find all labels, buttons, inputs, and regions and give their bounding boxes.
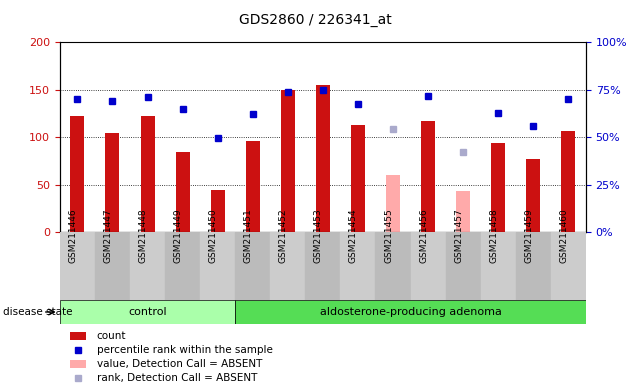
Bar	[71, 360, 86, 368]
Bar	[551, 232, 586, 300]
Text: GSM211457: GSM211457	[454, 208, 463, 263]
Text: GSM211455: GSM211455	[384, 208, 393, 263]
Bar	[210, 190, 225, 232]
Bar	[105, 132, 120, 232]
Text: GSM211448: GSM211448	[139, 209, 147, 263]
Bar	[140, 116, 154, 232]
Text: GSM211453: GSM211453	[314, 208, 323, 263]
Bar	[165, 232, 200, 300]
Bar	[351, 125, 365, 232]
Text: aldosterone-producing adenoma: aldosterone-producing adenoma	[319, 307, 501, 317]
Bar	[316, 85, 330, 232]
Text: GSM211454: GSM211454	[349, 209, 358, 263]
Bar	[235, 300, 586, 324]
Bar	[200, 232, 235, 300]
Text: disease state: disease state	[3, 307, 72, 317]
Text: GSM211459: GSM211459	[524, 208, 533, 263]
Text: percentile rank within the sample: percentile rank within the sample	[96, 345, 273, 355]
Bar	[60, 300, 235, 324]
Bar	[375, 232, 411, 300]
Bar	[526, 159, 541, 232]
Text: GSM211449: GSM211449	[174, 209, 183, 263]
Bar	[491, 143, 505, 232]
Bar	[71, 332, 86, 340]
Text: GSM211456: GSM211456	[419, 208, 428, 263]
Text: GSM211450: GSM211450	[209, 208, 217, 263]
Text: GSM211451: GSM211451	[244, 208, 253, 263]
Text: value, Detection Call = ABSENT: value, Detection Call = ABSENT	[96, 359, 262, 369]
Bar	[445, 232, 481, 300]
Text: GSM211452: GSM211452	[279, 209, 288, 263]
Bar	[411, 232, 445, 300]
Bar	[481, 232, 516, 300]
Bar	[340, 232, 375, 300]
Text: GSM211458: GSM211458	[490, 208, 498, 263]
Bar	[516, 232, 551, 300]
Bar	[561, 131, 575, 232]
Bar	[270, 232, 306, 300]
Bar	[246, 141, 260, 232]
Text: GSM211447: GSM211447	[103, 209, 112, 263]
Bar	[60, 232, 95, 300]
Text: GSM211446: GSM211446	[69, 209, 77, 263]
Bar	[281, 90, 295, 232]
Bar	[306, 232, 340, 300]
Bar	[421, 121, 435, 232]
Bar	[130, 232, 165, 300]
Bar	[176, 152, 190, 232]
Bar	[71, 116, 84, 232]
Text: control: control	[129, 307, 167, 317]
Text: count: count	[96, 331, 126, 341]
Bar	[386, 175, 400, 232]
Bar	[456, 192, 470, 232]
Text: rank, Detection Call = ABSENT: rank, Detection Call = ABSENT	[96, 373, 257, 383]
Bar	[235, 232, 270, 300]
Text: GDS2860 / 226341_at: GDS2860 / 226341_at	[239, 13, 391, 27]
Text: GSM211460: GSM211460	[559, 208, 568, 263]
Bar	[95, 232, 130, 300]
